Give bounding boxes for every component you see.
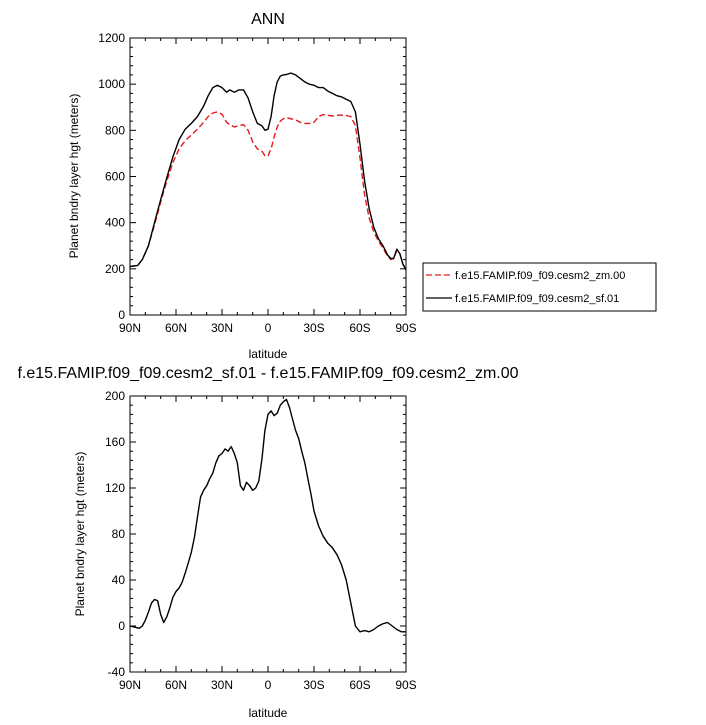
bottom-y-axis-title: Planet bndry layer hgt (meters) [73, 452, 87, 617]
series-line-zm [129, 111, 407, 270]
x-tick-label: 90N [119, 678, 141, 692]
top-y-axis-title: Planet bndry layer hgt (meters) [67, 94, 81, 259]
x-tick-label: 30N [211, 678, 233, 692]
x-tick-label: 90N [119, 321, 141, 335]
top-x-axis-title: latitude [249, 347, 288, 361]
bottom-x-ticks: 90N 60N 30N 0 30S 60S 90S [119, 396, 417, 692]
legend: f.e15.FAMIP.f09_f09.cesm2_zm.00 f.e15.FA… [422, 262, 657, 312]
top-plot-area [129, 72, 407, 271]
y-tick-label: 200 [105, 389, 125, 403]
y-tick-label: 40 [112, 573, 126, 587]
top-chart-panel: ANN 90N 60N 30N 0 30S 60S 90S 0 200 400 600 800 100… [67, 11, 657, 361]
x-tick-label: 60S [349, 321, 370, 335]
y-tick-label: 0 [118, 308, 125, 322]
bottom-plot-frame [129, 395, 407, 673]
x-tick-label: 0 [265, 678, 272, 692]
x-tick-label: 90S [395, 321, 416, 335]
legend-label-zm: f.e15.FAMIP.f09_f09.cesm2_zm.00 [455, 270, 625, 282]
series-line-sf [129, 398, 406, 633]
bottom-chart-title: f.e15.FAMIP.f09_f09.cesm2_sf.01 - f.e15.… [17, 365, 518, 382]
legend-label-sf: f.e15.FAMIP.f09_f09.cesm2_sf.01 [455, 293, 619, 305]
x-tick-label: 30S [303, 321, 324, 335]
y-tick-label: 120 [105, 481, 125, 495]
x-tick-label: 0 [265, 321, 272, 335]
y-tick-label: 80 [112, 527, 126, 541]
y-tick-label: 160 [105, 435, 125, 449]
y-tick-label: 600 [105, 170, 125, 184]
y-tick-label: 1200 [98, 31, 125, 45]
bottom-x-axis-title: latitude [249, 706, 288, 720]
y-tick-label: 200 [105, 262, 125, 276]
y-tick-label: 800 [105, 123, 125, 137]
top-chart-title: ANN [251, 11, 285, 28]
y-tick-label: -40 [108, 665, 126, 679]
bottom-plot-area [129, 398, 406, 633]
x-tick-label: 60N [165, 321, 187, 335]
y-tick-label: 0 [118, 619, 125, 633]
x-tick-label: 30S [303, 678, 324, 692]
x-tick-label: 90S [395, 678, 416, 692]
series-line-sf [129, 72, 407, 271]
top-x-ticks: 90N 60N 30N 0 30S 60S 90S [119, 38, 417, 335]
x-tick-label: 60N [165, 678, 187, 692]
x-tick-label: 60S [349, 678, 370, 692]
legend-box [422, 262, 657, 312]
y-tick-label: 1000 [98, 77, 125, 91]
top-plot-frame [129, 37, 407, 316]
x-tick-label: 30N [211, 321, 233, 335]
y-tick-label: 400 [105, 216, 125, 230]
top-y-ticks: 0 200 400 600 800 1000 1200 [98, 31, 406, 322]
bottom-y-ticks: -40 0 40 80 120 160 200 [105, 389, 406, 679]
bottom-chart-panel: f.e15.FAMIP.f09_f09.cesm2_sf.01 - f.e15.… [17, 365, 518, 720]
